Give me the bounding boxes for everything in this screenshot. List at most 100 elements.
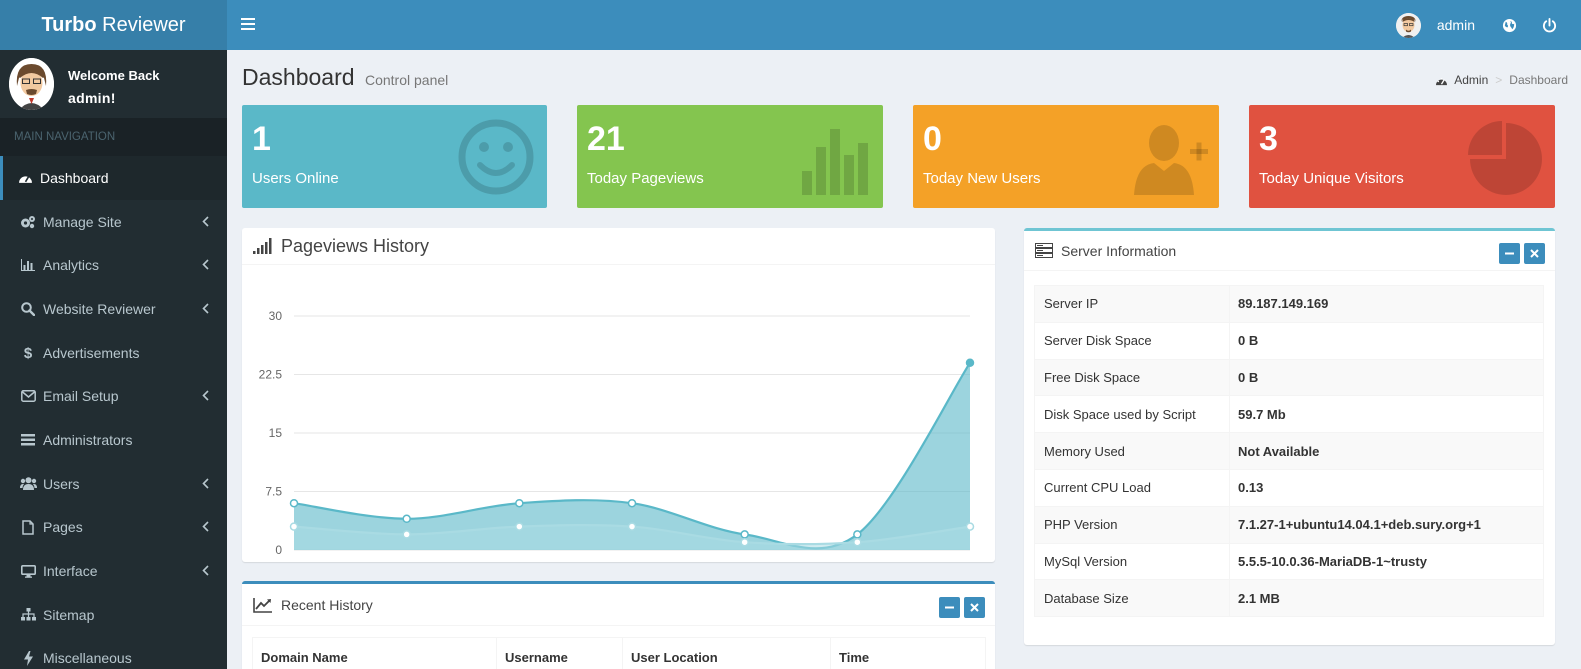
remove-button[interactable] [964, 597, 985, 618]
column-header[interactable]: Domain Name [252, 637, 497, 669]
sidebar-toggle-icon[interactable] [241, 16, 255, 34]
stat-today-pageviews[interactable]: 21 Today Pageviews [577, 105, 883, 208]
sidebar-item-administrators[interactable]: Administrators [0, 418, 227, 462]
stat-today-new-users[interactable]: 0 Today New Users [913, 105, 1219, 208]
box-tools [1499, 243, 1545, 264]
breadcrumb: Admin > Dashboard [1435, 73, 1568, 87]
data-point [965, 358, 975, 368]
page-title: Dashboard [242, 64, 355, 90]
chevron-left-icon [202, 520, 209, 535]
page-subtitle: Control panel [364, 72, 449, 88]
breadcrumb-admin[interactable]: Admin [1454, 73, 1489, 87]
data-point [627, 498, 637, 508]
y-tick-label: 22.5 [259, 368, 283, 382]
box-header: Recent History [242, 584, 995, 626]
table-row: MySql Version 5.5.5-10.0.36-MariaDB-1~tru… [1034, 542, 1544, 581]
sidebar-item-website-reviewer[interactable]: Website Reviewer [0, 287, 227, 331]
table-row: Memory Used Not Available [1034, 432, 1544, 470]
bolt-icon [19, 650, 37, 666]
sidebar-item-sitemap[interactable]: Sitemap [0, 593, 227, 637]
box-header: Pageviews History [242, 228, 995, 265]
stat-label: Today New Users [923, 170, 1041, 187]
logo-bold: Turbo [41, 14, 97, 36]
chevron-left-icon [202, 258, 209, 273]
series-area [294, 362, 970, 550]
table-row: Database Size 2.1 MB [1034, 579, 1544, 618]
server-icon [1035, 243, 1053, 258]
content-header: Dashboard Control panel [242, 64, 448, 91]
cogs-icon [19, 214, 37, 230]
info-key: Free Disk Space [1034, 358, 1230, 397]
sidebar-avatar [9, 58, 54, 110]
box-tools [939, 597, 985, 618]
sidebar-item-pages[interactable]: Pages [0, 506, 227, 550]
recent-history-box: Recent History Domain Name Username User… [242, 581, 995, 669]
info-value: 2.1 MB [1229, 579, 1544, 618]
box-header: Server Information [1024, 231, 1555, 271]
collapse-button[interactable] [1499, 243, 1520, 264]
sidebar-item-email-setup[interactable]: Email Setup [0, 374, 227, 418]
column-header[interactable]: Username [496, 637, 623, 669]
desktop-icon [19, 563, 37, 579]
user-plus-icon [1134, 125, 1208, 195]
sidebar-item-dashboard[interactable]: Dashboard [0, 156, 227, 200]
data-point [853, 530, 862, 539]
chevron-left-icon [202, 564, 209, 579]
stat-users-online[interactable]: 1 Users Online [242, 105, 547, 208]
navbar-right: admin [1382, 0, 1569, 50]
smile-icon [458, 119, 534, 195]
info-key: Memory Used [1034, 432, 1230, 470]
data-point [853, 537, 862, 547]
stat-value: 21 [587, 120, 625, 158]
sidebar-item-label: Analytics [43, 257, 100, 274]
sidebar-item-users[interactable]: Users [0, 462, 227, 506]
chevron-left-icon [202, 302, 209, 317]
stat-label: Users Online [252, 170, 339, 187]
table-row: Disk Space used by Script 59.7 Mb [1034, 395, 1544, 434]
y-tick-label: 15 [269, 426, 283, 440]
sidebar-item-manage-site[interactable]: Manage Site [0, 200, 227, 244]
sidebar-item-label: Website Reviewer [43, 300, 156, 317]
signal-icon [253, 238, 273, 254]
sidebar: Welcome Back admin! MAIN NAVIGATION Dash… [0, 50, 227, 669]
stat-value: 0 [923, 120, 942, 158]
sidebar-item-label: Manage Site [43, 213, 122, 230]
data-point [289, 498, 299, 508]
sidebar-item-label: Miscellaneous [43, 650, 132, 667]
data-point [515, 522, 524, 531]
info-value: 0.13 [1229, 468, 1544, 507]
box-title: Recent History [281, 596, 373, 613]
sidebar-item-interface[interactable]: Interface [0, 549, 227, 593]
data-point [402, 514, 411, 524]
info-key: Server IP [1034, 285, 1230, 323]
column-header[interactable]: User Location [622, 637, 831, 669]
collapse-button[interactable] [939, 597, 960, 618]
info-key: Server Disk Space [1034, 321, 1230, 360]
info-value: 0 B [1229, 321, 1544, 360]
dashboard-icon [16, 170, 34, 186]
table-header-row: Domain Name Username User Location Time [252, 637, 986, 669]
stat-today-unique-visitors[interactable]: 3 Today Unique Visitors [1249, 105, 1555, 208]
sidebar-item-miscellaneous[interactable]: Miscellaneous [0, 637, 227, 669]
data-point [289, 522, 299, 531]
list-icon [19, 432, 37, 448]
sidebar-item-advertisements[interactable]: $ Advertisements [0, 331, 227, 375]
sidebar-item-analytics[interactable]: Analytics [0, 243, 227, 287]
info-key: PHP Version [1034, 505, 1230, 544]
welcome-text: Welcome Back [68, 68, 160, 83]
dashboard-icon [1435, 75, 1448, 86]
remove-button[interactable] [1524, 243, 1545, 264]
info-value: 0 B [1229, 358, 1544, 397]
column-header[interactable]: Time [830, 637, 986, 669]
sidebar-item-label: Email Setup [43, 388, 119, 405]
data-point [965, 522, 975, 531]
data-point [402, 530, 411, 539]
line-chart-icon [253, 597, 273, 613]
app-logo[interactable]: Turbo Reviewer [0, 0, 227, 50]
recent-history-table: Domain Name Username User Location Time [252, 637, 986, 669]
power-icon[interactable] [1529, 0, 1569, 50]
table-row: Server Disk Space 0 B [1034, 321, 1544, 360]
user-menu[interactable]: admin [1382, 0, 1489, 50]
globe-icon[interactable] [1489, 0, 1529, 50]
info-value: 89.187.149.169 [1229, 285, 1544, 323]
